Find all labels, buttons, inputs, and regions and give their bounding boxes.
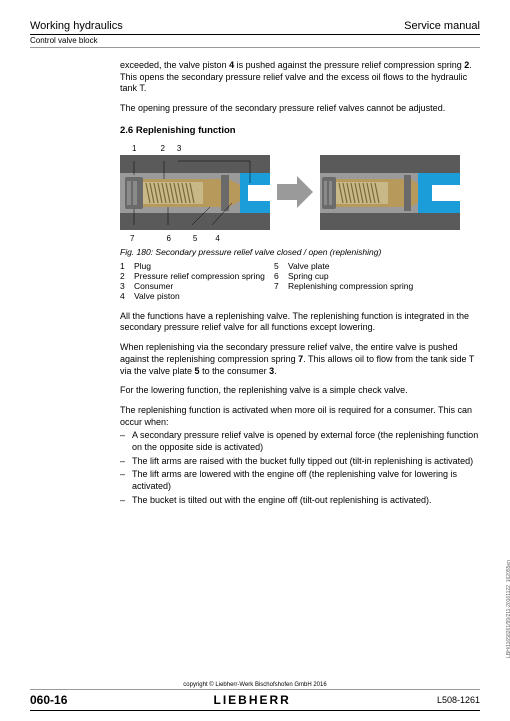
callouts-top: 123: [132, 144, 480, 153]
header-left: Working hydraulics: [30, 20, 123, 32]
para-2: The opening pressure of the secondary pr…: [120, 103, 480, 115]
copyright: copyright © Liebherr-Werk Bischofshofen …: [30, 682, 480, 690]
valve-open: [320, 155, 460, 230]
para-4: When replenishing via the secondary pres…: [120, 342, 480, 377]
subheader: Control valve block: [30, 36, 480, 48]
doc-number: L508-1261: [437, 695, 480, 705]
para-5: For the lowering function, the replenish…: [120, 385, 480, 397]
para-3: All the functions have a replenishing va…: [120, 311, 480, 334]
page-number: 060-16: [30, 693, 67, 707]
arrow-icon: [275, 172, 315, 212]
callouts-bottom: 7654: [130, 234, 480, 243]
figure: [120, 155, 480, 230]
header-right: Service manual: [404, 20, 480, 32]
para-1: exceeded, the valve piston 4 is pushed a…: [120, 60, 480, 95]
para-6: The replenishing function is activated w…: [120, 405, 480, 428]
figure-caption: Fig. 180: Secondary pressure relief valv…: [120, 247, 480, 257]
list: –A secondary pressure relief valve is op…: [120, 430, 480, 506]
section-title: 2.6 Replenishing function: [120, 125, 480, 136]
legend: 1Plug 2Pressure relief compression sprin…: [120, 261, 480, 301]
side-text: LBH/11658261/99/211-20161122_162055en: [506, 560, 510, 658]
logo: LIEBHERR: [213, 693, 290, 707]
valve-closed: [120, 155, 270, 230]
